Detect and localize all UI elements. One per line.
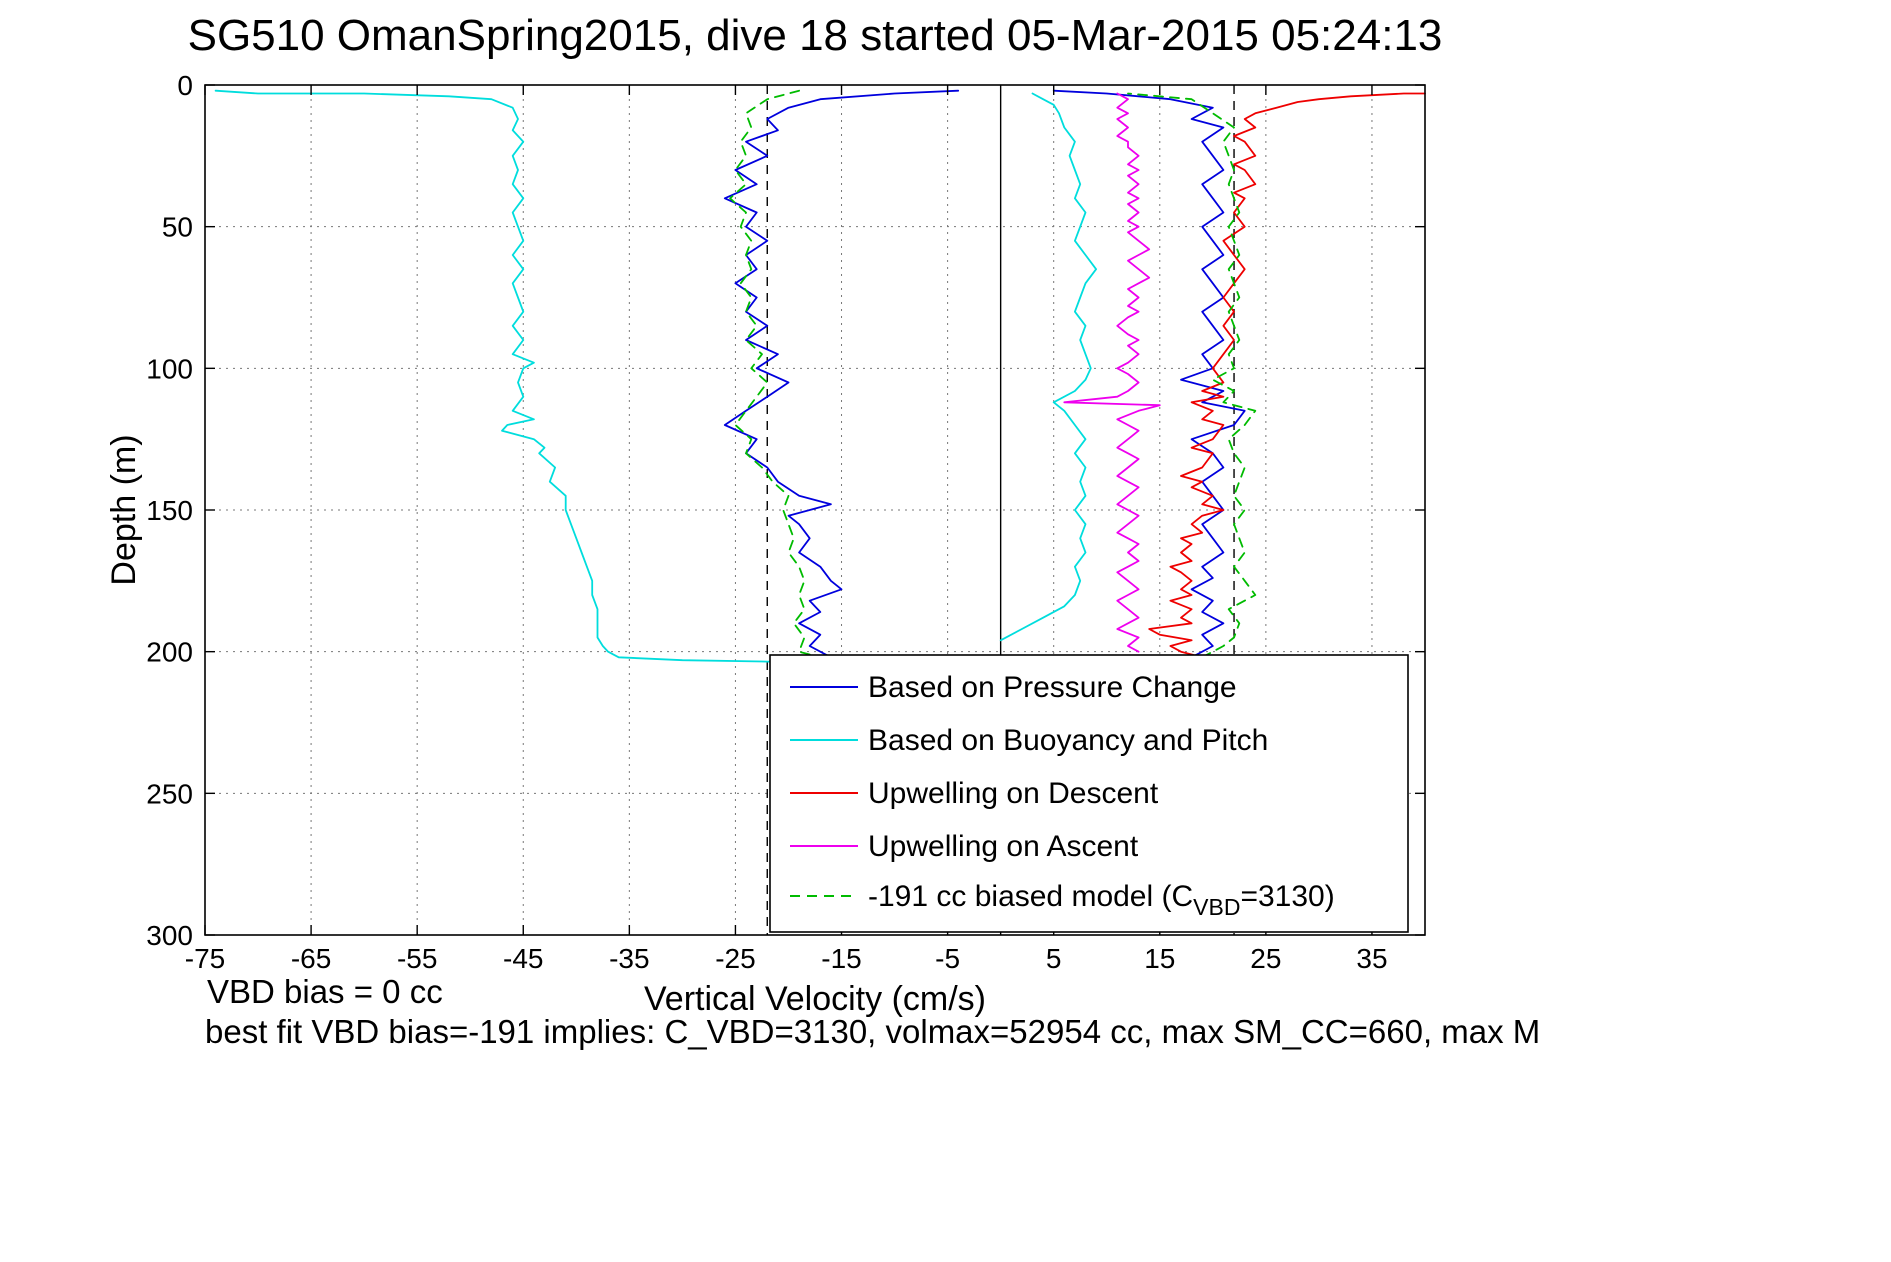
x-tick-label: -75 <box>185 943 225 974</box>
vbd-bias-annotation: VBD bias = 0 cc <box>207 973 443 1010</box>
x-tick-label: -25 <box>715 943 755 974</box>
series-line-upwelling-on-descent <box>1148 92 1426 659</box>
series-line-based-on-buoyancy-and-pitch <box>214 89 843 664</box>
y-tick-label: 50 <box>162 212 193 243</box>
legend-entry-pressure-change: Based on Pressure Change <box>790 671 1237 704</box>
legend: Based on Pressure Change Based on Buoyan… <box>769 654 1409 933</box>
x-tick-label: 15 <box>1144 943 1175 974</box>
legend-entry-biased-model: -191 cc biased model (CVBD=3130) <box>790 880 1335 920</box>
chart-title: SG510 OmanSpring2015, dive 18 started 05… <box>188 11 1443 60</box>
data-series <box>214 89 1426 664</box>
x-tick-label: 25 <box>1250 943 1281 974</box>
legend-label-upwelling-ascent: Upwelling on Ascent <box>868 830 1139 863</box>
series-line-upwelling-on-ascent <box>1063 92 1161 653</box>
x-tick-label: -65 <box>291 943 331 974</box>
legend-entry-upwelling-descent: Upwelling on Descent <box>790 777 1159 810</box>
legend-entry-buoyancy-pitch: Based on Buoyancy and Pitch <box>790 724 1268 757</box>
y-tick-label: 250 <box>146 778 193 809</box>
y-axis-label: Depth (m) <box>105 434 143 585</box>
y-tick-label: 150 <box>146 495 193 526</box>
tick-labels: -75 -65 -55 -45 -35 -25 -15 -5 5 15 25 350501001502… <box>146 70 1387 974</box>
x-axis-label: Vertical Velocity (cm/s) <box>644 980 986 1018</box>
legend-label-upwelling-descent: Upwelling on Descent <box>868 777 1159 810</box>
y-tick-label: 0 <box>177 70 193 101</box>
x-tick-label: 5 <box>1046 943 1062 974</box>
x-tick-label: -45 <box>503 943 543 974</box>
legend-label-model-post: =3130) <box>1240 880 1334 913</box>
legend-entry-upwelling-ascent: Upwelling on Ascent <box>790 830 1139 863</box>
x-tick-label: 35 <box>1356 943 1387 974</box>
series-line-based-on-buoyancy-and-pitch <box>999 92 1097 642</box>
legend-label-model-pre: -191 cc biased model (C <box>868 880 1193 913</box>
x-tick-label: -35 <box>609 943 649 974</box>
series-line-191-cc-biased-model-c-vbd-3130 <box>1127 92 1257 659</box>
series-line-based-on-pressure-change <box>1052 89 1246 659</box>
y-tick-label: 100 <box>146 353 193 384</box>
y-tick-label: 200 <box>146 637 193 668</box>
legend-label-buoyancy-pitch: Based on Buoyancy and Pitch <box>868 724 1268 757</box>
legend-label-pressure-change: Based on Pressure Change <box>868 671 1237 704</box>
x-tick-label: -55 <box>397 943 437 974</box>
series-line-based-on-pressure-change <box>723 89 960 659</box>
best-fit-annotation: best fit VBD bias=-191 implies: C_VBD=31… <box>205 1013 1540 1050</box>
x-tick-label: -5 <box>935 943 960 974</box>
legend-label-model-sub: VBD <box>1193 894 1240 920</box>
series-line-191-cc-biased-model-c-vbd-3130 <box>729 89 822 659</box>
y-tick-label: 300 <box>146 920 193 951</box>
x-tick-label: -15 <box>821 943 861 974</box>
legend-box <box>769 654 1409 933</box>
legend-label-biased-model: -191 cc biased model (CVBD=3130) <box>868 880 1335 920</box>
